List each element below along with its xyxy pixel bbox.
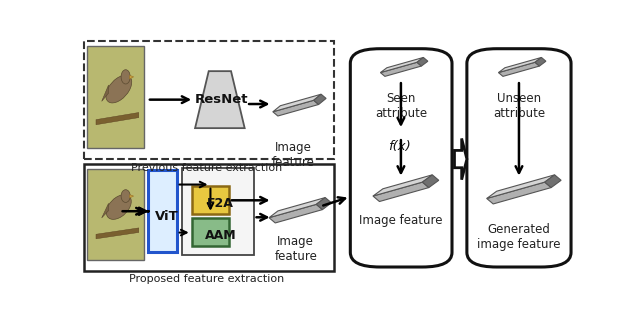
Polygon shape — [545, 175, 561, 187]
Text: Previous feature extraction: Previous feature extraction — [131, 163, 282, 173]
Polygon shape — [487, 182, 551, 204]
FancyBboxPatch shape — [148, 170, 177, 252]
Ellipse shape — [121, 190, 130, 203]
FancyBboxPatch shape — [88, 46, 145, 148]
Polygon shape — [380, 57, 424, 72]
Text: Image
feature: Image feature — [275, 236, 317, 263]
Polygon shape — [195, 71, 244, 128]
Text: Image feature: Image feature — [359, 214, 443, 227]
FancyBboxPatch shape — [191, 186, 229, 214]
Text: F2A: F2A — [207, 197, 234, 210]
Polygon shape — [499, 57, 541, 72]
Polygon shape — [102, 203, 109, 218]
Ellipse shape — [121, 70, 130, 84]
Ellipse shape — [106, 195, 131, 219]
Polygon shape — [373, 175, 432, 196]
Polygon shape — [316, 198, 332, 209]
Text: AAM: AAM — [205, 229, 236, 242]
Text: Unseen
attribute: Unseen attribute — [493, 92, 545, 120]
FancyBboxPatch shape — [191, 219, 229, 246]
FancyBboxPatch shape — [88, 169, 145, 260]
FancyBboxPatch shape — [182, 168, 253, 255]
FancyBboxPatch shape — [467, 49, 571, 267]
Polygon shape — [273, 94, 321, 112]
Polygon shape — [487, 175, 555, 198]
Polygon shape — [499, 62, 540, 76]
Polygon shape — [102, 85, 109, 101]
Text: Generated
image feature: Generated image feature — [477, 223, 561, 251]
Polygon shape — [130, 195, 134, 198]
Polygon shape — [269, 204, 323, 223]
Polygon shape — [314, 94, 326, 105]
Polygon shape — [422, 175, 439, 187]
Polygon shape — [380, 62, 421, 76]
Polygon shape — [269, 198, 325, 218]
Polygon shape — [130, 75, 134, 79]
FancyBboxPatch shape — [350, 49, 452, 267]
Ellipse shape — [106, 75, 132, 103]
Text: f(x): f(x) — [388, 140, 412, 153]
Text: Seen
attribute: Seen attribute — [375, 92, 427, 120]
Polygon shape — [373, 182, 429, 202]
Polygon shape — [535, 57, 546, 66]
Text: ResNet: ResNet — [195, 93, 248, 106]
Polygon shape — [454, 139, 467, 180]
Polygon shape — [273, 100, 319, 116]
Polygon shape — [417, 57, 428, 66]
Polygon shape — [96, 112, 139, 125]
Text: ViT: ViT — [155, 209, 179, 223]
Text: Image
feature: Image feature — [272, 141, 315, 169]
Polygon shape — [96, 228, 139, 239]
Text: Proposed feature extraction: Proposed feature extraction — [129, 274, 284, 284]
